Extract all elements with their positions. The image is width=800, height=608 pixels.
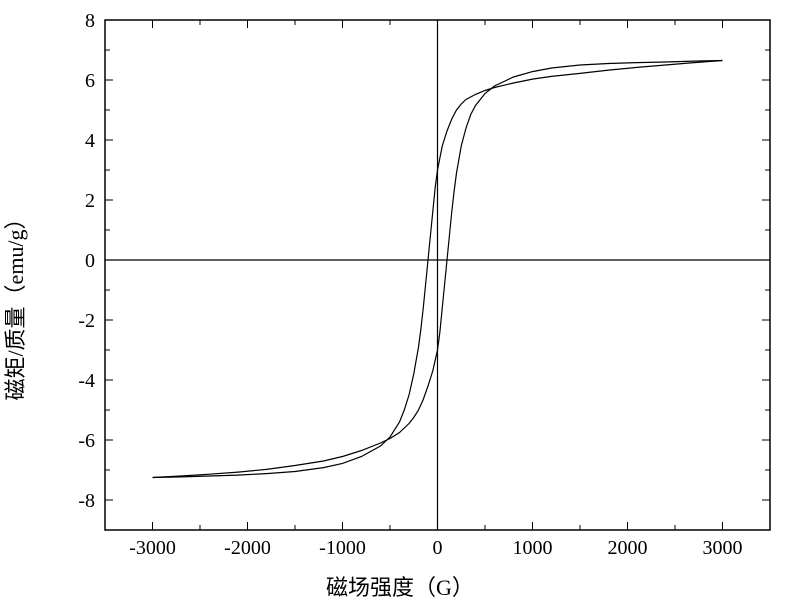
x-tick-label: 1000 <box>513 537 553 559</box>
chart-svg: -3000 -2000 -1000 0 1000 2000 3000 -8 -6 -4 -2 0 2 4 6… <box>0 0 800 608</box>
y-tick-label: -8 <box>78 490 95 512</box>
y-tick-label: -2 <box>78 310 95 332</box>
y-tick-label: 6 <box>85 70 95 92</box>
x-tick-label: 0 <box>433 537 443 559</box>
x-tick-label: -2000 <box>224 537 271 559</box>
hysteresis-chart: -3000 -2000 -1000 0 1000 2000 3000 -8 -6 -4 -2 0 2 4 6… <box>0 0 800 608</box>
x-tick-label: -1000 <box>319 537 366 559</box>
y-axis-label: 磁矩/质量（emu/g） <box>0 207 30 400</box>
y-tick-label: 8 <box>85 10 95 32</box>
x-tick-label: 3000 <box>703 537 743 559</box>
y-tick-label: 2 <box>85 190 95 212</box>
x-tick-label: -3000 <box>129 537 176 559</box>
y-tick-label: 0 <box>85 250 95 272</box>
x-tick-label: 2000 <box>608 537 648 559</box>
x-axis-label: 磁场强度（G） <box>0 570 800 602</box>
y-tick-label: -6 <box>78 430 95 452</box>
y-tick-label: 4 <box>85 130 95 152</box>
y-tick-label: -4 <box>78 370 95 392</box>
